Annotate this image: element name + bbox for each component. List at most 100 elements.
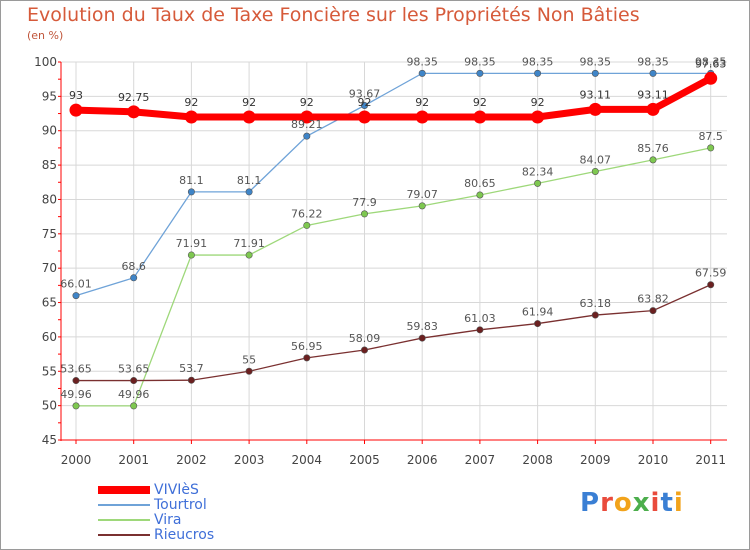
data-label-rieucros: 53.65	[60, 363, 92, 376]
data-point-vira	[187, 251, 195, 259]
data-label-rieucros: 67.59	[695, 267, 727, 280]
data-label-tourtrol: 98.35	[637, 55, 669, 68]
legend-label: VIVIèS	[154, 482, 199, 498]
data-point-vira	[130, 402, 138, 410]
data-label-tourtrol: 66.01	[60, 278, 92, 291]
data-label-vira: 80.65	[464, 177, 496, 190]
data-point-vira	[534, 179, 542, 187]
data-point-vivi-s	[704, 71, 718, 85]
data-label-tourtrol: 98.35	[464, 55, 496, 68]
proxiti-logo: Proxiti	[580, 488, 684, 518]
data-point-tourtrol	[72, 292, 80, 300]
data-point-rieucros	[72, 377, 80, 385]
data-point-tourtrol	[476, 69, 484, 77]
data-point-vira	[303, 221, 311, 229]
data-point-vivi-s	[184, 110, 198, 124]
x-tick-label: 2007	[465, 453, 496, 467]
data-point-vivi-s	[300, 110, 314, 124]
data-point-vivi-s	[646, 102, 660, 116]
data-point-tourtrol	[303, 132, 311, 140]
data-point-tourtrol	[649, 69, 657, 77]
data-point-tourtrol	[130, 274, 138, 282]
data-label-tourtrol: 98.35	[522, 55, 554, 68]
chart-unit-label: (en %)	[27, 29, 64, 42]
data-label-vira: 76.22	[291, 207, 323, 220]
data-point-rieucros	[591, 311, 599, 319]
data-label-tourtrol: 89.21	[291, 118, 323, 131]
chart-title: Evolution du Taux de Taxe Foncière sur l…	[27, 4, 640, 26]
data-point-vira	[360, 210, 368, 218]
legend-swatch	[98, 486, 150, 494]
legend-swatch	[98, 534, 150, 536]
data-point-rieucros	[245, 367, 253, 375]
data-point-vira	[649, 156, 657, 164]
data-point-tourtrol	[187, 188, 195, 196]
data-point-tourtrol	[591, 69, 599, 77]
logo-letter: i	[650, 488, 661, 518]
y-tick-label: 65	[42, 296, 57, 310]
x-tick-label: 2008	[522, 453, 553, 467]
data-label-rieucros: 63.82	[637, 293, 669, 306]
legend-label: Vira	[154, 512, 182, 528]
data-point-vira	[418, 202, 426, 210]
data-label-vira: 82.34	[522, 165, 554, 178]
data-point-tourtrol	[534, 69, 542, 77]
data-label-vira: 85.76	[637, 142, 669, 155]
data-point-vira	[72, 402, 80, 410]
data-point-vivi-s	[358, 110, 371, 124]
plot-area	[61, 62, 727, 440]
data-point-tourtrol	[245, 188, 253, 196]
data-label-tourtrol: 98.35	[406, 55, 438, 68]
legend-label: Rieucros	[154, 527, 215, 543]
x-tick-label: 2005	[349, 453, 380, 467]
data-label-rieucros: 61.03	[464, 312, 496, 325]
data-label-rieucros: 53.7	[179, 362, 204, 375]
data-label-vira: 79.07	[406, 188, 438, 201]
x-tick-label: 2009	[580, 453, 611, 467]
data-label-vira: 77.9	[352, 196, 377, 209]
data-point-rieucros	[418, 334, 426, 342]
x-tick-label: 2004	[292, 453, 323, 467]
y-tick-label: 95	[42, 89, 57, 103]
data-label-vivi-s: 93.11	[580, 88, 612, 101]
data-label-vivi-s: 93	[69, 89, 83, 102]
logo-letter: P	[580, 488, 601, 518]
logo-letter: o	[613, 488, 633, 518]
data-point-vira	[591, 167, 599, 175]
data-point-vivi-s	[127, 105, 141, 119]
data-label-vivi-s: 97.63	[695, 57, 727, 70]
data-label-rieucros: 56.95	[291, 340, 323, 353]
y-tick-label: 45	[42, 433, 57, 447]
logo-letter: t	[660, 488, 674, 518]
data-label-vira: 49.96	[118, 388, 150, 401]
data-label-vivi-s: 92	[242, 96, 256, 109]
legend-label: Tourtrol	[154, 497, 207, 513]
x-tick-label: 2000	[61, 453, 92, 467]
data-point-vivi-s	[415, 110, 429, 124]
data-point-rieucros	[707, 281, 715, 289]
series-line-tourtrol	[75, 72, 711, 297]
data-point-vira	[245, 251, 253, 259]
data-label-rieucros: 53.65	[118, 363, 150, 376]
data-label-vira: 71.91	[176, 237, 208, 250]
data-point-rieucros	[360, 346, 368, 354]
y-tick-label: 80	[42, 192, 57, 206]
data-label-rieucros: 55	[242, 353, 256, 366]
series-line-vivi-s	[72, 74, 715, 121]
data-point-vivi-s	[69, 103, 83, 117]
logo-letter: r	[600, 488, 614, 518]
data-point-rieucros	[649, 307, 657, 315]
legend-swatch	[98, 519, 150, 521]
data-label-rieucros: 63.18	[580, 297, 612, 310]
data-label-vivi-s: 93.11	[637, 88, 669, 101]
data-label-vivi-s: 92	[415, 96, 429, 109]
x-tick-label: 2002	[176, 453, 207, 467]
y-tick-label: 70	[42, 261, 57, 275]
data-label-vira: 49.96	[60, 388, 92, 401]
x-tick-label: 2003	[234, 453, 265, 467]
data-point-tourtrol	[360, 102, 368, 110]
data-label-vivi-s: 92	[300, 96, 314, 109]
y-tick-label: 55	[42, 364, 57, 378]
y-tick-label: 75	[42, 227, 57, 241]
